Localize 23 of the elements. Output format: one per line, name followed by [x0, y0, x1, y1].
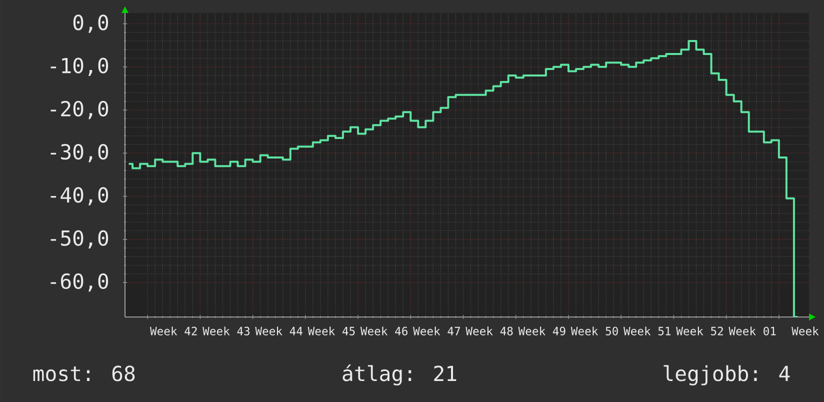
- x-tick-label: Week 43: [202, 326, 250, 336]
- x-tick-label: Week 51: [624, 326, 671, 336]
- x-tick-label: Week 01: [728, 326, 776, 336]
- y-tick-label: -10,0: [50, 58, 108, 76]
- y-tick-label: -30,0: [50, 144, 108, 162]
- text: most: 68: [33, 366, 135, 382]
- x-tick-label: Week 52: [676, 326, 723, 336]
- x-tick-label: Week 42: [150, 326, 197, 336]
- x-tick-label: Week 45: [308, 326, 355, 336]
- y-tick-label: -60,0: [50, 273, 108, 292]
- x-tick-label: Week 44: [255, 326, 302, 336]
- x-tick-label: Week 47: [413, 326, 460, 336]
- y-tick-label: -50,0: [50, 230, 108, 248]
- x-tick-label: Week 46: [360, 326, 408, 336]
- text: legjobb: 4: [664, 365, 790, 386]
- x-tick-label: Week 50: [570, 326, 618, 336]
- y-tick-label: 0,0: [73, 14, 108, 33]
- y-tick-label: -20,0: [50, 100, 108, 120]
- text: átlag: 21: [342, 364, 456, 386]
- x-tick-label: Week 49: [518, 326, 566, 336]
- x-tick-label: Week: [792, 326, 819, 336]
- x-tick-label: Week 48: [466, 326, 513, 336]
- y-tick-label: -40,0: [50, 187, 108, 206]
